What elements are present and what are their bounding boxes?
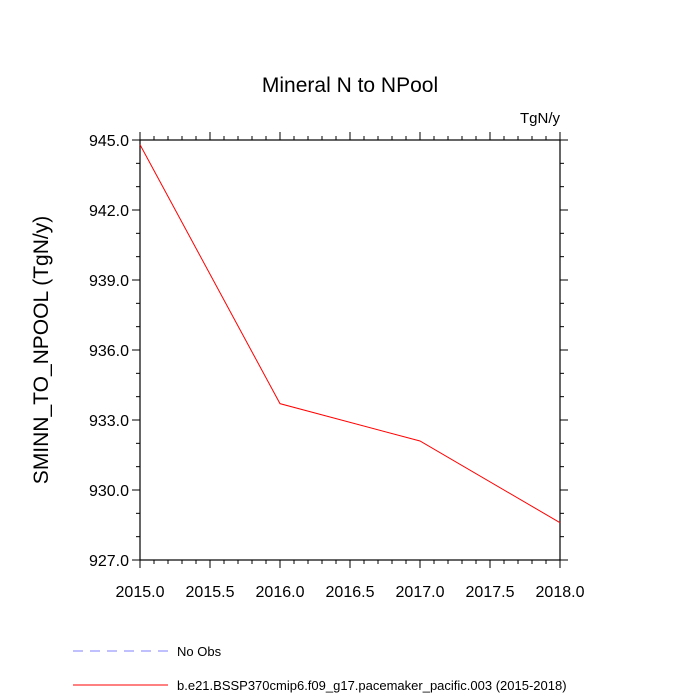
y-tick-label: 942.0 (89, 203, 129, 220)
x-tick-label: 2015.5 (186, 584, 235, 601)
series-line-1 (139, 144, 561, 524)
x-tick-label: 2016.0 (256, 584, 305, 601)
x-tick-label: 2015.0 (116, 584, 165, 601)
x-tick-label: 2018.0 (536, 584, 585, 601)
axis-ticks (132, 132, 568, 568)
plot-frame (139, 139, 561, 561)
y-tick-label: 945.0 (89, 133, 129, 150)
y-tick-label: 933.0 (89, 413, 129, 430)
units-label: TgN/y (520, 110, 561, 127)
tick-labels: 2015.0 2015.5 2016.0 2016.5 2017.0 2017.5 2018… (89, 133, 585, 601)
chart-title: Mineral N to NPool (262, 74, 438, 97)
x-tick-label: 2017.0 (396, 584, 445, 601)
legend-label-0: No Obs (177, 644, 222, 659)
y-tick-label: 936.0 (89, 343, 129, 360)
legend: No Obs b.e21.BSSP370cmip6.f09_g17.pacemak… (73, 644, 567, 693)
y-axis-label: SMINN_TO_NPOOL (TgN/y) (30, 216, 53, 484)
series-layer (139, 144, 561, 524)
y-tick-label: 939.0 (89, 273, 129, 290)
y-tick-label: 930.0 (89, 483, 129, 500)
x-tick-label: 2017.5 (466, 584, 515, 601)
legend-label-1: b.e21.BSSP370cmip6.f09_g17.pacemaker_pac… (177, 678, 567, 693)
y-tick-label: 927.0 (89, 553, 129, 570)
x-tick-label: 2016.5 (326, 584, 375, 601)
